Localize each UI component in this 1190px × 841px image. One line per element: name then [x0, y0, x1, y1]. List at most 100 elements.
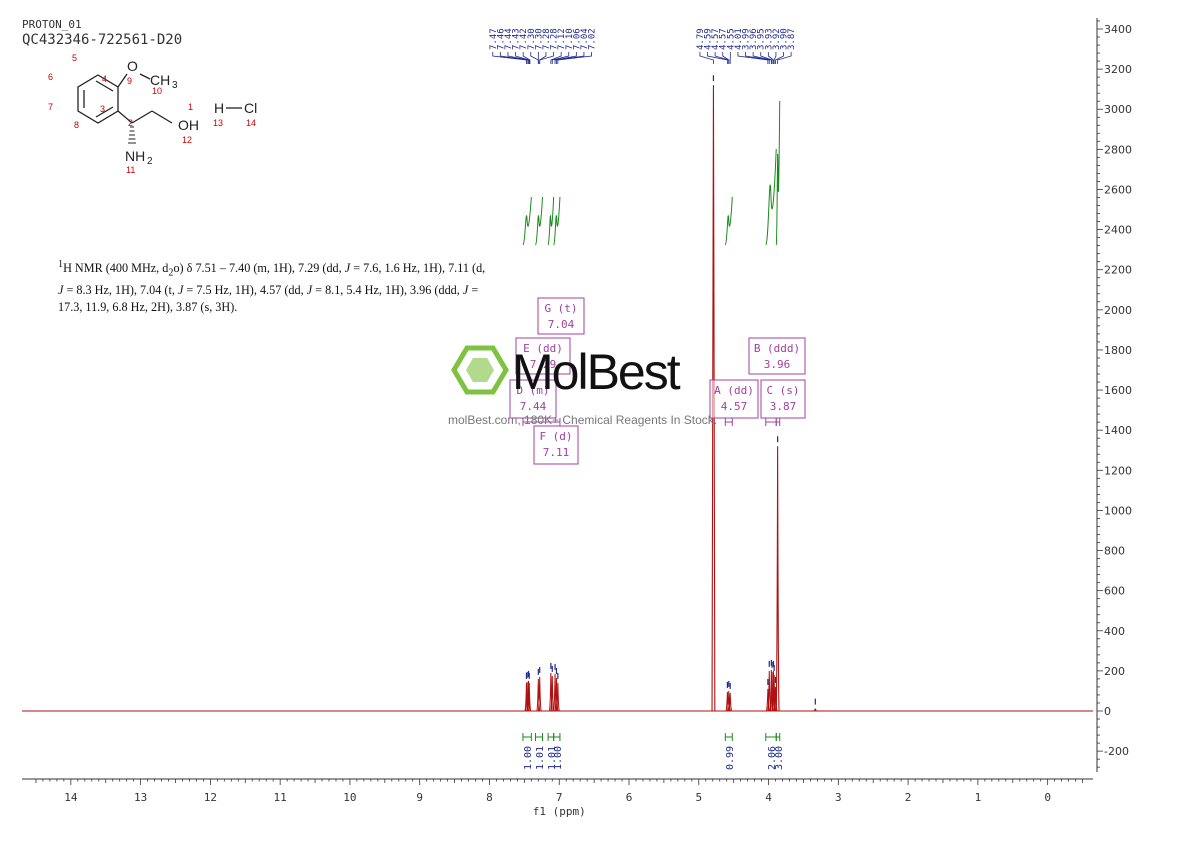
desc-j: J — [177, 282, 184, 297]
peak-label: 4.79 — [696, 28, 706, 50]
peak-leader-line — [539, 52, 554, 64]
spectrum-peak — [537, 676, 542, 712]
bond-c2-c1 — [131, 110, 153, 124]
atom-cl: Cl — [244, 100, 257, 116]
peak-label: 7.28 — [542, 28, 552, 50]
integral-curve — [535, 196, 543, 246]
desc-part: H NMR (400 MHz, d — [63, 261, 169, 276]
integral-value: 1.00 — [553, 746, 564, 770]
peak-leader-line — [550, 52, 562, 64]
multiplet-shift: 3.96 — [764, 358, 791, 371]
x-tick-label: 0 — [1044, 791, 1051, 804]
atom-number-7: 7 — [48, 102, 53, 112]
multiplet-layer: G (t) 7.04 E (dd) 7.29 D (m) 7.44 F (d) 7.11 A (… — [509, 297, 806, 465]
peak-label: 7.12 — [557, 28, 567, 50]
atom-sub2: 2 — [147, 156, 153, 167]
y-tick-label: 3400 — [1104, 23, 1132, 36]
peak-leader-line — [777, 52, 792, 64]
peak-label: 7.06 — [572, 28, 582, 50]
spectrum-peak — [526, 680, 531, 712]
watermark-tagline: molBest.com, 180K+ Chemical Reagents In … — [448, 413, 718, 427]
x-tick-label: 1 — [975, 791, 982, 804]
atom-o: O — [127, 58, 138, 74]
bond-c4-o9 — [117, 73, 128, 88]
spectrum-peak — [728, 692, 733, 712]
atom-nh: NH — [125, 148, 145, 164]
multiplet-shift: 7.44 — [520, 400, 547, 413]
y-tick-label: 2000 — [1104, 304, 1132, 317]
multiplet-box — [509, 379, 557, 419]
peak-leader-line — [775, 52, 784, 64]
y-tick-label: 3200 — [1104, 63, 1132, 76]
peak-leader-line — [551, 52, 570, 64]
integral-curve — [553, 196, 561, 246]
y-tick-label: 1800 — [1104, 344, 1132, 357]
x-tick-label: 6 — [626, 791, 633, 804]
multiplet-shift: 7.04 — [548, 318, 575, 331]
peak-leader-line — [522, 52, 531, 64]
multiplet-shift: 7.29 — [530, 358, 557, 371]
y-tick-label: 1000 — [1104, 504, 1132, 517]
x-tick-label: 8 — [486, 791, 493, 804]
y-tick-label: 2600 — [1104, 183, 1132, 196]
atom-sub3: 3 — [172, 80, 178, 91]
x-tick-label: 2 — [905, 791, 912, 804]
integral-value: 0.99 — [725, 746, 736, 770]
peak-label: 7.47 — [489, 28, 499, 50]
multiplet-shift: 3.87 — [770, 400, 797, 413]
peak-label: 3.95 — [757, 28, 767, 50]
atom-number-11: 11 — [126, 165, 135, 175]
y-tick-label: 2200 — [1104, 264, 1132, 277]
spectrum-peak — [711, 85, 716, 712]
peak-label: 4.57 — [711, 28, 721, 50]
integral-value: 1.01 — [535, 746, 546, 770]
desc-part: o) δ 7.51 – 7.40 (m, 1H), 7.29 (dd, — [173, 261, 345, 276]
atom-number-12: 12 — [182, 135, 192, 145]
peak-label: 3.87 — [787, 28, 797, 50]
peak-leader-line — [557, 52, 592, 64]
watermark-logo — [451, 345, 509, 395]
spectrum-peak — [765, 688, 770, 712]
multiplet-shift: 4.57 — [721, 400, 748, 413]
integral-curve — [765, 148, 777, 246]
y-tick-label: 400 — [1104, 625, 1125, 638]
peak-leader-line — [722, 52, 730, 64]
spectrum-peak — [550, 675, 555, 712]
peak-label: 7.02 — [588, 28, 598, 50]
atom-number-5: 5 — [72, 53, 77, 63]
integral-layer: 1.00 1.01 1.011.00 0.99 2.063.00 — [522, 100, 785, 770]
desc-part: = 8.3 Hz, 1H), 7.04 (t, — [63, 282, 178, 297]
x-tick-label: 12 — [204, 791, 217, 804]
spectrum-peak — [775, 446, 780, 712]
y-tick-label: -200 — [1104, 745, 1129, 758]
peak-label: 3.90 — [780, 28, 790, 50]
atom-oh: OH — [178, 117, 199, 133]
x-tick-label: 3 — [835, 791, 842, 804]
watermark-brand: MolBest — [512, 344, 681, 400]
y-tick-label: 800 — [1104, 545, 1125, 558]
y-tick-label: 600 — [1104, 585, 1125, 598]
integral-value: 1.01 — [547, 746, 558, 770]
x-tick-label: 10 — [343, 791, 356, 804]
spectrum-peak — [527, 682, 532, 712]
atom-number-10: 10 — [152, 86, 162, 96]
ring-double-bond — [95, 106, 114, 118]
axes: 14 13 12 11 10 9 8 7 6 5 4 3 2 1 0f1 (ppm)340032003000… — [22, 18, 1132, 818]
peak-label: 3.99 — [742, 28, 752, 50]
peak-leader-line — [699, 52, 714, 64]
bond-c1-o12 — [151, 110, 173, 124]
integral-curve — [547, 196, 555, 246]
peak-label: 3.92 — [772, 28, 782, 50]
desc-j: J — [58, 282, 64, 297]
integral-value: 2.06 — [767, 746, 778, 770]
stereo-hashed-bond — [128, 126, 136, 144]
peak-leader-line — [492, 52, 527, 64]
peak-label: 3.96 — [749, 28, 759, 50]
desc-part: = 17.3, 11.9, 6.8 Hz, 2H), 3.87 (s, 3H). — [58, 282, 479, 314]
desc-part: = 7.5 Hz, 1H), 4.57 (dd, — [183, 282, 307, 297]
atom-number-4: 4 — [102, 74, 107, 84]
atom-number-13: 13 — [213, 118, 223, 128]
atom-ch: CH — [150, 72, 170, 88]
